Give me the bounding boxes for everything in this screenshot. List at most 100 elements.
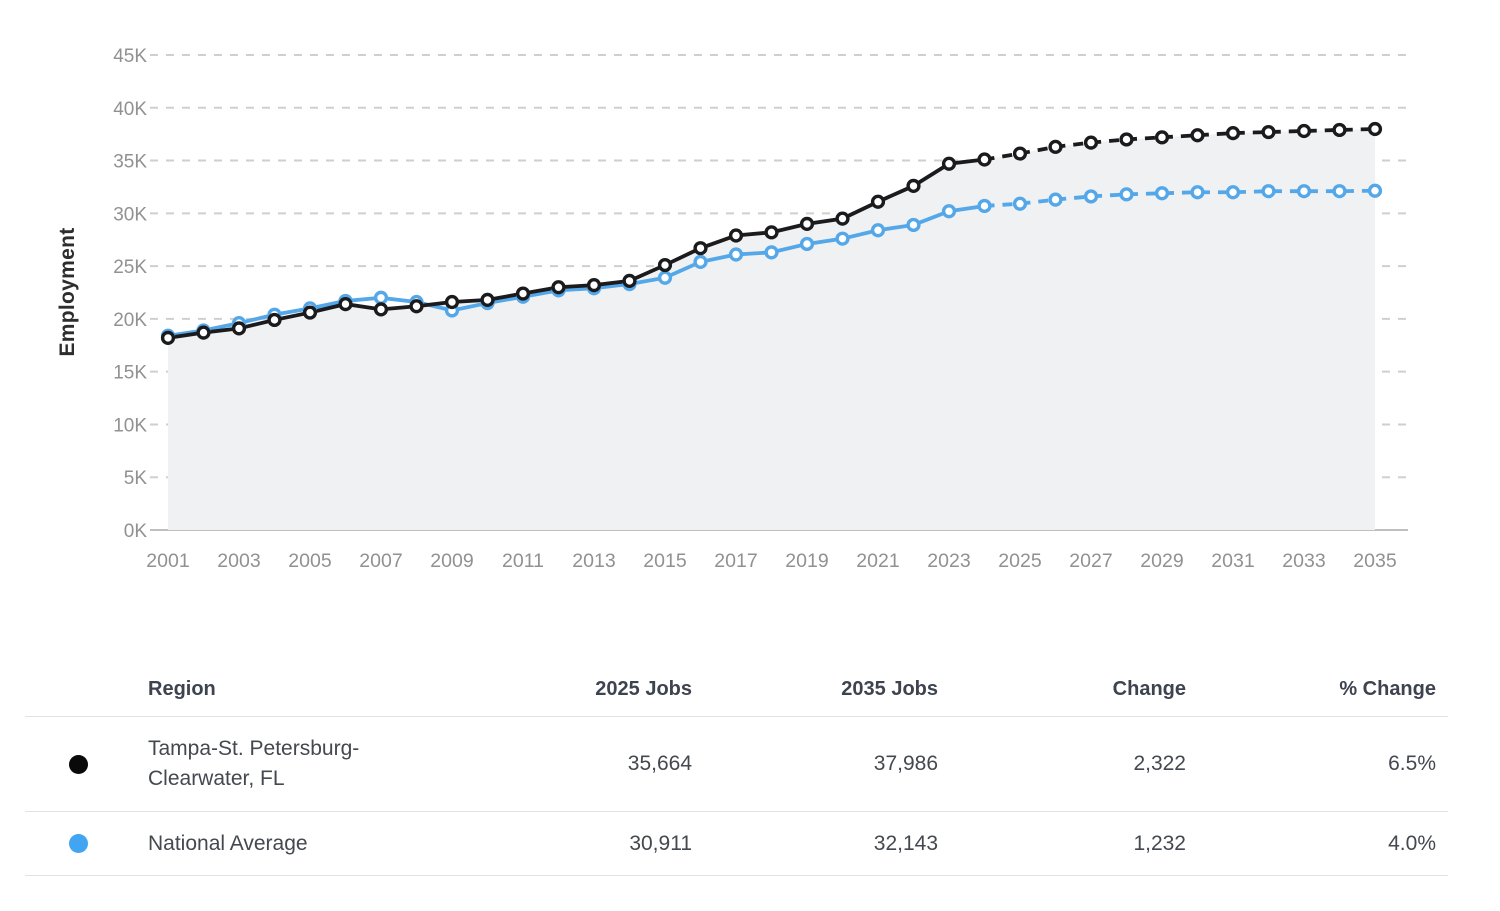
x-tick-label: 2013 [572, 550, 615, 572]
x-tick-label: 2027 [1069, 550, 1112, 572]
x-tick-label: 2033 [1282, 550, 1325, 572]
y-tick-label: 45K [113, 46, 147, 67]
data-point-marker[interactable] [1012, 196, 1028, 211]
data-point-marker[interactable] [764, 225, 779, 240]
data-point-marker[interactable] [1048, 192, 1063, 207]
data-point-marker[interactable] [1225, 126, 1241, 141]
x-tick-label: 2007 [359, 550, 402, 572]
data-point-marker[interactable] [870, 194, 886, 209]
data-point-marker[interactable] [1012, 146, 1028, 161]
x-tick-label: 2005 [288, 550, 332, 572]
y-tick-label: 30K [113, 204, 147, 225]
data-point-marker[interactable] [1296, 184, 1312, 199]
data-point-marker[interactable] [1083, 189, 1099, 204]
data-point-marker[interactable] [693, 254, 708, 269]
x-tick-label: 2015 [643, 550, 687, 572]
data-point-marker[interactable] [267, 312, 282, 328]
column-header-change: Change [1112, 677, 1186, 700]
employment-line-chart: 0K 5K 10K 15K 20K 25K 30K 35K 40K 45K 2001 2003 2005… [113, 46, 1408, 572]
data-point-marker[interactable] [480, 292, 495, 307]
tampa-series-dot [69, 754, 88, 774]
region-label: National Average [148, 831, 308, 855]
data-point-marker[interactable] [1119, 132, 1134, 147]
table-header-row: Region 2025 Jobs 2035 Jobs Change % Chan… [25, 662, 1448, 717]
data-point-marker[interactable] [515, 286, 531, 301]
region-label: Tampa-St. Petersburg-Clearwater, FL [148, 737, 360, 790]
national-legend-cell [25, 834, 148, 853]
data-point-marker[interactable] [835, 211, 850, 226]
data-point-marker[interactable] [196, 325, 211, 340]
tampa-2025-jobs: 35,664 [627, 752, 692, 775]
data-point-marker[interactable] [728, 228, 744, 243]
x-tick-label: 2035 [1353, 550, 1397, 572]
data-point-marker[interactable] [835, 231, 850, 246]
table-row-tampa: Tampa-St. Petersburg-Clearwater, FL 35,6… [25, 717, 1448, 812]
y-tick-label: 20K [113, 310, 147, 331]
data-point-marker[interactable] [622, 273, 637, 288]
data-point-marker[interactable] [231, 321, 247, 336]
data-point-marker[interactable] [1261, 184, 1276, 199]
data-point-marker[interactable] [1190, 185, 1205, 200]
data-point-marker[interactable] [1296, 123, 1312, 139]
x-tick-label: 2019 [785, 550, 828, 572]
data-point-marker[interactable] [586, 278, 602, 293]
data-point-marker[interactable] [941, 156, 957, 171]
x-tick-label: 2009 [430, 550, 473, 572]
data-point-marker[interactable] [1367, 121, 1383, 137]
data-point-marker[interactable] [338, 297, 353, 312]
x-tick-label: 2017 [714, 550, 757, 572]
table-row-national-average: National Average 30,911 32,143 1,232 4.0… [25, 812, 1448, 876]
x-tick-label: 2001 [146, 550, 189, 572]
data-point-marker[interactable] [870, 223, 886, 238]
data-point-marker[interactable] [728, 247, 744, 262]
data-point-marker[interactable] [373, 290, 389, 305]
y-tick-label: 35K [113, 152, 147, 173]
data-point-marker[interactable] [799, 216, 815, 231]
x-tick-label: 2025 [998, 550, 1042, 572]
data-point-marker[interactable] [1083, 135, 1099, 150]
data-point-marker[interactable] [1225, 185, 1241, 200]
column-header-2035-jobs: 2035 Jobs [841, 677, 938, 700]
data-point-marker[interactable] [373, 302, 389, 317]
data-point-marker[interactable] [977, 152, 992, 167]
column-header-region: Region [148, 678, 216, 700]
x-tick-label: 2023 [927, 550, 970, 572]
comparison-table: Region 2025 Jobs 2035 Jobs Change % Chan… [25, 662, 1448, 876]
data-point-marker[interactable] [799, 236, 815, 252]
data-point-marker[interactable] [906, 178, 921, 193]
x-tick-label: 2021 [856, 550, 899, 572]
x-tick-label: 2011 [502, 550, 544, 572]
area-fill [168, 129, 1375, 530]
x-tick-label: 2029 [1140, 550, 1183, 572]
y-tick-label: 15K [113, 363, 147, 384]
data-point-marker[interactable] [906, 217, 921, 233]
data-point-marker[interactable] [1190, 128, 1205, 143]
data-point-marker[interactable] [409, 299, 424, 314]
data-point-marker[interactable] [1154, 130, 1170, 145]
national-average-series-dot [69, 834, 88, 853]
data-point-marker[interactable] [1048, 139, 1063, 154]
data-point-marker[interactable] [1367, 183, 1383, 198]
data-point-marker[interactable] [693, 241, 708, 256]
data-point-marker[interactable] [160, 330, 176, 345]
data-point-marker[interactable] [764, 245, 779, 260]
national-2035-jobs: 32,143 [873, 831, 938, 855]
data-point-marker[interactable] [657, 257, 673, 273]
y-tick-label: 5K [124, 468, 148, 489]
tampa-change: 2,322 [1133, 752, 1186, 775]
y-tick-label: 25K [113, 257, 147, 278]
data-point-marker[interactable] [444, 294, 460, 310]
x-tick-label: 2003 [217, 550, 260, 572]
data-point-marker[interactable] [1154, 186, 1170, 201]
data-point-marker[interactable] [977, 198, 992, 214]
data-point-marker[interactable] [1119, 187, 1134, 202]
data-point-marker[interactable] [1261, 124, 1276, 140]
national-2025-jobs: 30,911 [629, 831, 692, 855]
data-point-marker[interactable] [657, 270, 673, 285]
data-point-marker[interactable] [551, 280, 566, 295]
data-point-marker[interactable] [941, 204, 957, 219]
data-point-marker[interactable] [1332, 184, 1347, 199]
data-point-marker[interactable] [302, 305, 318, 320]
data-point-marker[interactable] [1332, 122, 1347, 138]
